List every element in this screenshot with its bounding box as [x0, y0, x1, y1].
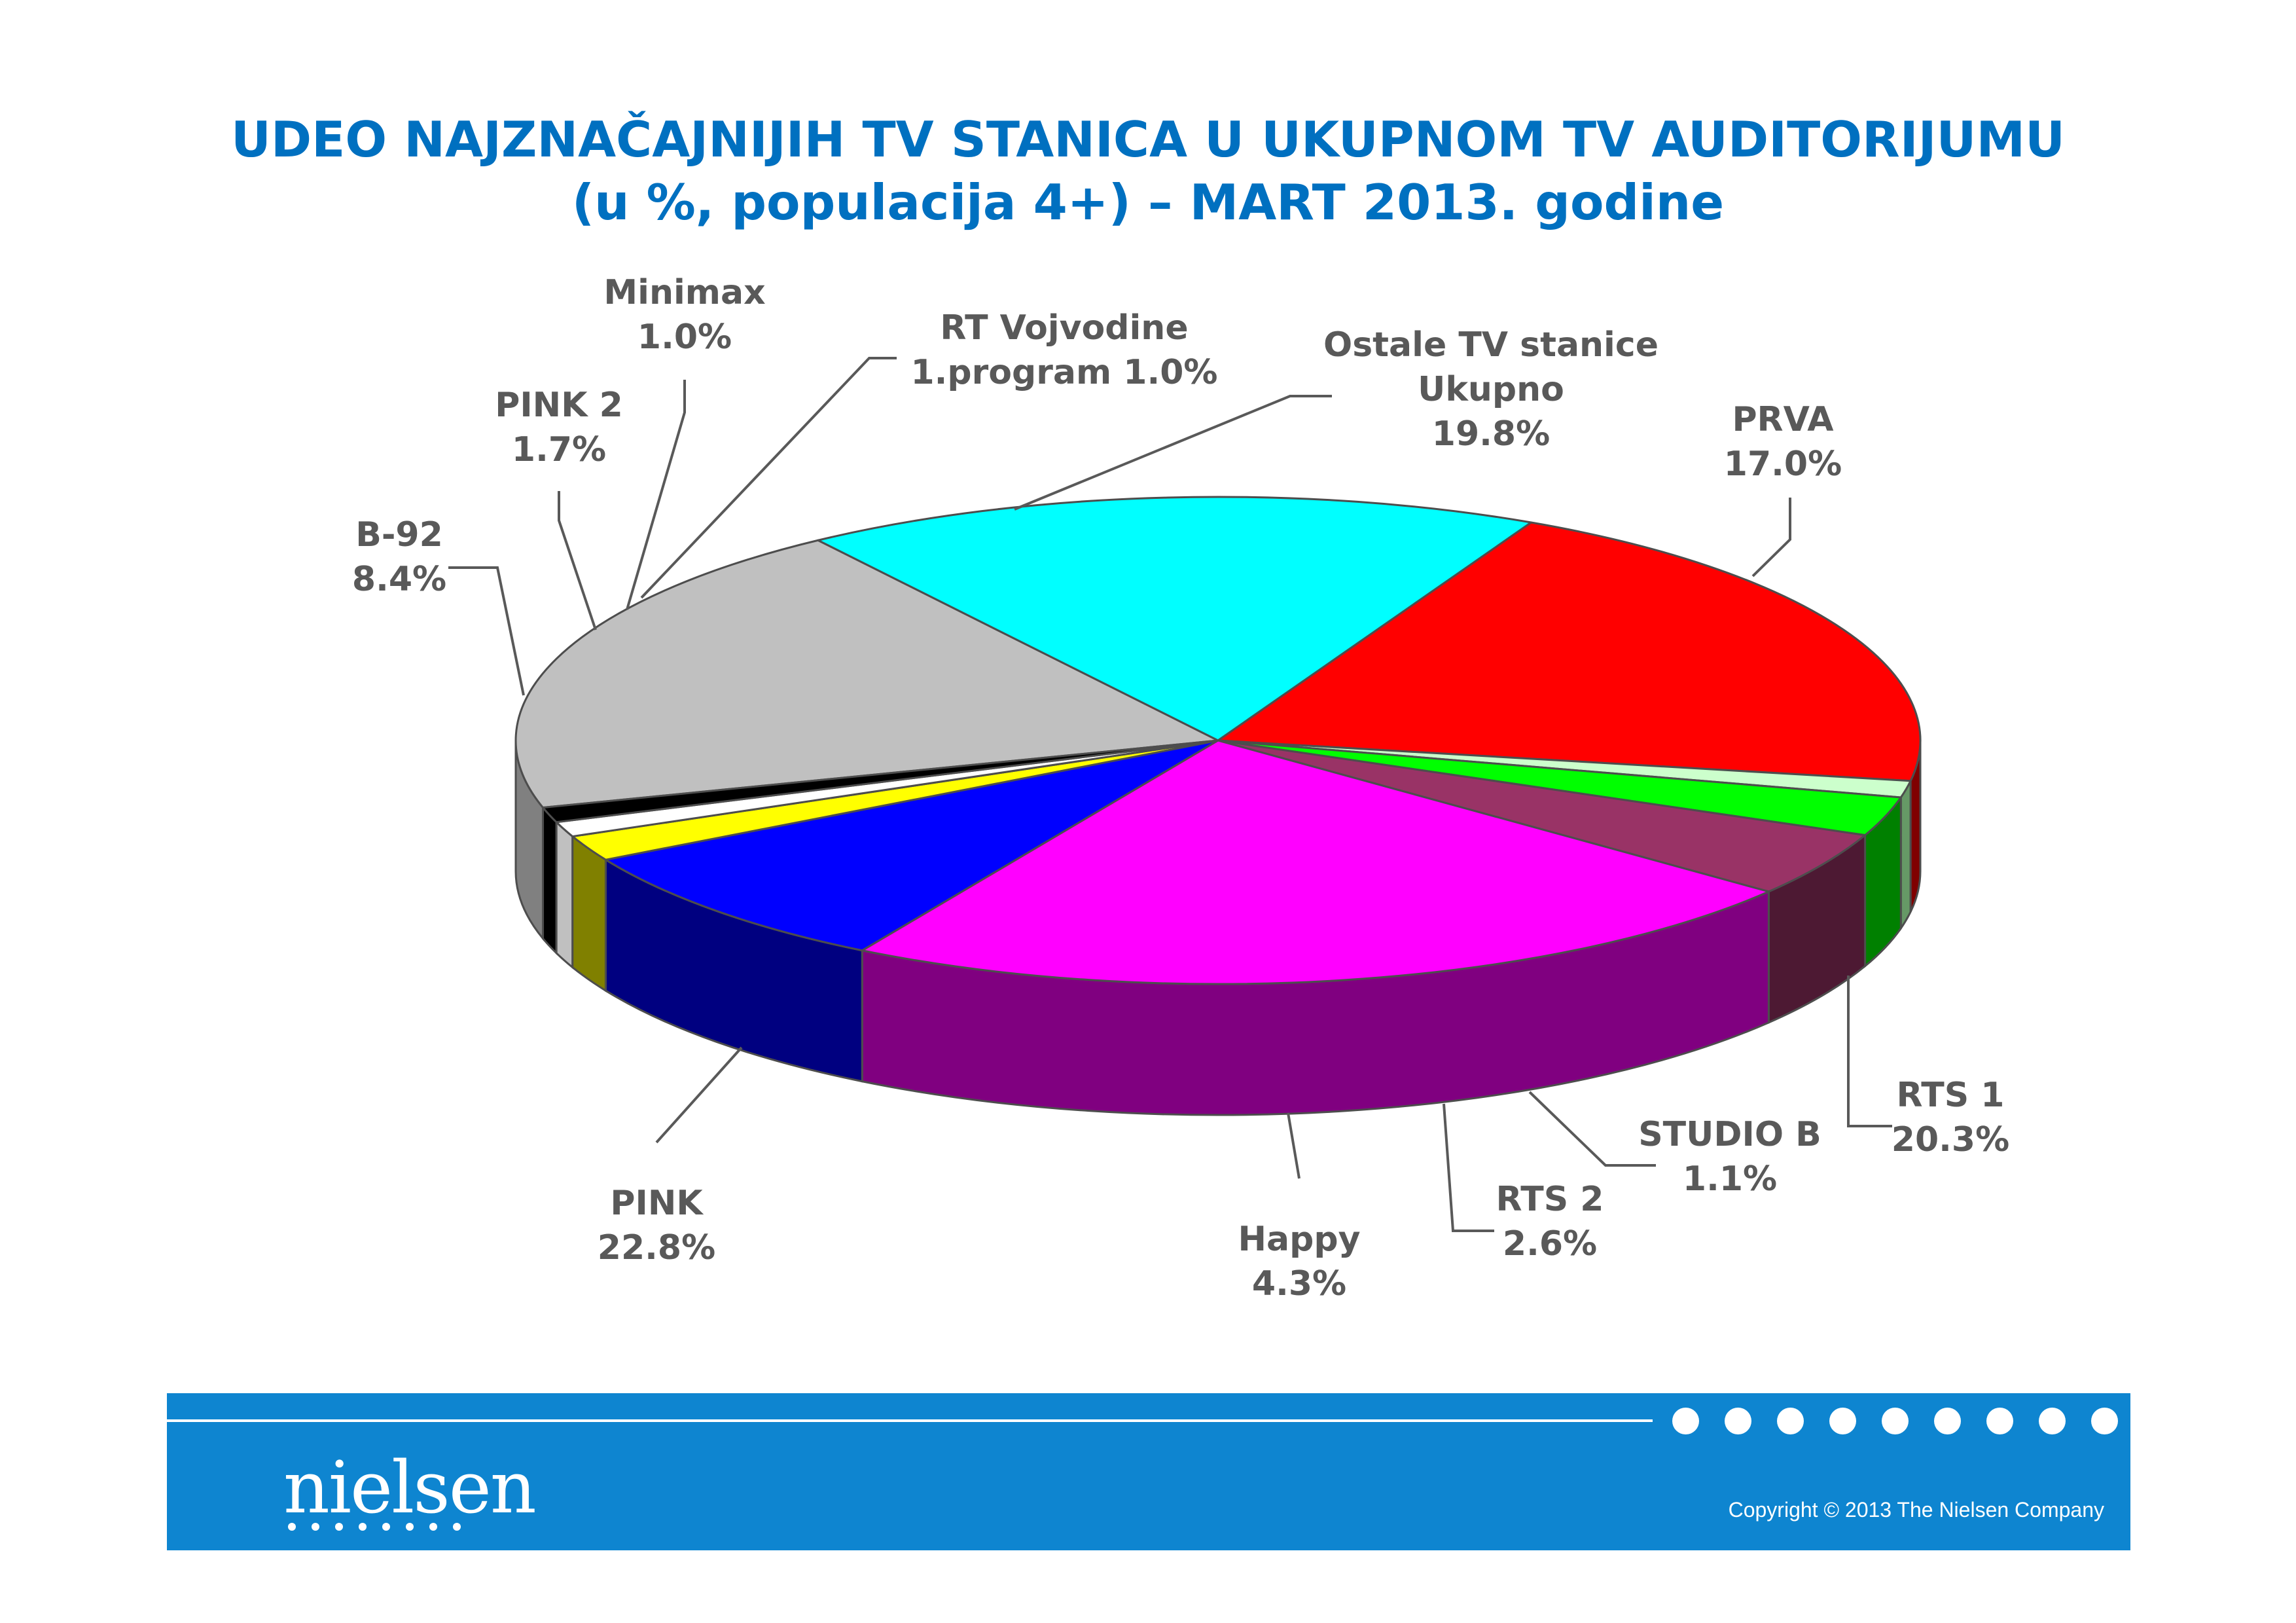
- label-line: Minimax: [603, 273, 765, 312]
- copyright-text: Copyright © 2013 The Nielsen Company: [1728, 1498, 2104, 1522]
- footer-dots: [1672, 1408, 2118, 1435]
- label-line: 17.0%: [1724, 445, 1842, 484]
- slice-labels: Ostale TV stanice Ukupno 19.8% PRVA 17.0% RTS…: [352, 273, 2009, 1304]
- label-line: STUDIO B: [1638, 1115, 1821, 1154]
- slice-b-92: [604, 739, 1219, 952]
- label-leader-lines: [448, 357, 1892, 1232]
- label-line: 1.0%: [637, 318, 732, 357]
- label-minimax: Minimax 1.0%: [603, 273, 765, 357]
- slice-side-studio-b: [1899, 780, 1912, 932]
- label-line: 1.1%: [1683, 1159, 1777, 1199]
- label-line: Ukupno: [1418, 370, 1564, 409]
- slice-rts-1: [1217, 521, 1922, 782]
- chart-title-line-1: UDEO NAJZNAČAJNIJIH TV STANICA U UKUPNOM…: [231, 111, 2065, 168]
- label-line: PINK: [610, 1184, 704, 1223]
- pie-side-walls: [514, 740, 1922, 1116]
- label-prva: PRVA 17.0%: [1724, 400, 1842, 484]
- pie-top-face: [514, 496, 1922, 985]
- label-line: 22.8%: [598, 1228, 715, 1267]
- label-rts-2: RTS 2 2.6%: [1496, 1180, 1604, 1264]
- chart-title-line-2: (u %, populacija 4+) – MART 2013. godine: [571, 173, 1725, 231]
- chart-title: UDEO NAJZNAČAJNIJIH TV STANICA U UKUPNOM…: [0, 108, 2296, 234]
- leader-happy: [1287, 1112, 1300, 1179]
- leader-prva: [1751, 498, 1791, 577]
- leader-minimax: [626, 380, 686, 610]
- label-line: PINK 2: [495, 386, 623, 425]
- label-line: RT Vojvodine: [940, 308, 1188, 348]
- slice-happy: [1217, 739, 1867, 893]
- pie-chart: Ostale TV stanice Ukupno 19.8% PRVA 17.0% RTS…: [352, 273, 2009, 1304]
- leader-b-92: [448, 566, 525, 696]
- label-line: Ostale TV stanice: [1323, 325, 1659, 365]
- label-studio-b: STUDIO B 1.1%: [1638, 1115, 1821, 1199]
- leader-ostale-tv-stanice-ukupno: [1014, 395, 1332, 511]
- leader-rt-vojvodine-1-program: [640, 357, 897, 599]
- leader-rts-1: [1847, 976, 1892, 1127]
- label-ostale-tv-stanice-ukupno: Ostale TV stanice Ukupno 19.8%: [1323, 325, 1659, 454]
- label-line: RTS 1: [1897, 1076, 2005, 1115]
- slice-side-minimax: [542, 805, 558, 956]
- slice-pink: [861, 739, 1770, 985]
- label-line: 4.3%: [1252, 1264, 1346, 1304]
- label-line: PRVA: [1732, 400, 1833, 439]
- label-b-92: B-92 8.4%: [352, 515, 446, 599]
- footer-rule: [167, 1419, 1653, 1422]
- footer-bar: nielsen Copyright © 2013 The Nielsen Com…: [167, 1393, 2130, 1550]
- leader-pink-2: [558, 491, 597, 630]
- nielsen-logo: nielsen: [283, 1446, 537, 1529]
- label-rt-vojvodine-1-program: RT Vojvodine 1.program 1.0%: [911, 308, 1218, 392]
- slice-minimax: [542, 739, 1219, 824]
- leader-studio-b: [1528, 1091, 1656, 1167]
- slice-side-rt-vojvodine-1-program: [555, 820, 574, 970]
- label-line: 1.program 1.0%: [911, 353, 1218, 392]
- slice-side-pink-2: [571, 834, 607, 993]
- label-happy: Happy 4.3%: [1238, 1220, 1361, 1304]
- label-line: 8.4%: [352, 560, 446, 599]
- label-pink: PINK 22.8%: [598, 1184, 715, 1267]
- label-line: 1.7%: [512, 430, 606, 469]
- label-line: RTS 2: [1496, 1180, 1604, 1219]
- nielsen-logo-dots: [288, 1523, 461, 1531]
- label-line: B-92: [355, 515, 443, 555]
- label-line: 20.3%: [1892, 1120, 2009, 1159]
- label-pink-2: PINK 2 1.7%: [495, 386, 623, 469]
- slice-prva: [817, 496, 1532, 742]
- leader-rts-2: [1443, 1103, 1494, 1232]
- label-rts-1: RTS 1 20.3%: [1892, 1076, 2009, 1159]
- leader-pink: [655, 1046, 743, 1144]
- label-line: 19.8%: [1432, 414, 1550, 454]
- label-line: 2.6%: [1503, 1224, 1597, 1264]
- slice-ostale-tv-stanice-ukupno: [514, 539, 1219, 809]
- label-line: Happy: [1238, 1220, 1361, 1259]
